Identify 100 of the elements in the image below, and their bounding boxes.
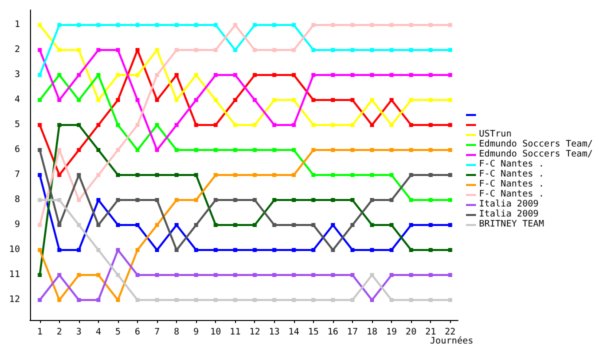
point xyxy=(428,148,433,152)
point xyxy=(330,98,335,102)
point xyxy=(428,23,433,27)
point xyxy=(370,123,374,127)
point xyxy=(96,98,100,102)
point xyxy=(272,298,276,302)
point xyxy=(350,173,354,177)
point xyxy=(38,298,42,302)
point xyxy=(390,73,394,77)
point xyxy=(428,223,433,227)
point xyxy=(330,23,335,27)
point xyxy=(390,248,394,252)
y-tick-label: 2 xyxy=(14,45,20,55)
point xyxy=(38,148,42,152)
point xyxy=(272,123,276,127)
point xyxy=(272,23,276,27)
point xyxy=(428,48,433,52)
point xyxy=(409,248,414,252)
point xyxy=(214,248,218,252)
point xyxy=(57,23,62,27)
point xyxy=(116,298,120,302)
point xyxy=(370,48,374,52)
point xyxy=(194,173,198,177)
y-tick-label: 5 xyxy=(14,120,20,130)
point xyxy=(370,98,374,102)
x-tick-label: 20 xyxy=(406,328,417,338)
point xyxy=(292,298,296,302)
point xyxy=(448,298,452,302)
point xyxy=(311,148,316,152)
point xyxy=(155,23,160,27)
point xyxy=(272,173,276,177)
point xyxy=(38,98,42,102)
x-tick-label: 16 xyxy=(328,328,338,338)
point xyxy=(135,273,140,277)
legend-label: F-C Nantes . xyxy=(479,160,544,170)
point xyxy=(428,273,433,277)
point xyxy=(252,198,257,202)
point xyxy=(370,198,374,202)
point xyxy=(330,223,335,227)
point xyxy=(57,48,62,52)
point xyxy=(448,98,452,102)
point xyxy=(174,73,179,77)
point xyxy=(116,48,120,52)
point xyxy=(214,48,218,52)
point xyxy=(292,223,296,227)
point xyxy=(448,23,452,27)
point xyxy=(252,223,257,227)
point xyxy=(214,223,218,227)
point xyxy=(155,48,160,52)
point xyxy=(390,198,394,202)
x-tick-label: 6 xyxy=(134,328,140,338)
legend-label: USTrun xyxy=(479,130,512,140)
x-tick-label: 4 xyxy=(96,328,102,338)
point xyxy=(233,248,238,252)
point xyxy=(233,73,238,77)
legend-label: Italia 2009 xyxy=(479,210,539,220)
point xyxy=(76,73,81,77)
point xyxy=(214,273,218,277)
y-tick-label: 8 xyxy=(14,195,20,205)
point xyxy=(272,223,276,227)
point xyxy=(350,248,354,252)
point xyxy=(38,23,42,27)
point xyxy=(370,273,374,277)
x-tick-label: 2 xyxy=(56,328,62,338)
point xyxy=(272,273,276,277)
point xyxy=(116,198,120,202)
point xyxy=(370,23,374,27)
point xyxy=(428,73,433,77)
point xyxy=(409,73,414,77)
point xyxy=(350,123,354,127)
point xyxy=(57,98,62,102)
point xyxy=(252,73,257,77)
x-tick-label: 3 xyxy=(76,328,82,338)
point xyxy=(409,48,414,52)
point xyxy=(350,48,354,52)
point xyxy=(428,173,433,177)
point xyxy=(370,173,374,177)
point xyxy=(214,98,218,102)
point xyxy=(252,123,257,127)
point xyxy=(116,98,120,102)
x-tick-label: 21 xyxy=(425,328,436,338)
point xyxy=(76,48,81,52)
point xyxy=(194,48,198,52)
point xyxy=(135,298,140,302)
point xyxy=(194,123,198,127)
point xyxy=(330,73,335,77)
point xyxy=(311,173,316,177)
point xyxy=(96,73,100,77)
point xyxy=(194,223,198,227)
point xyxy=(409,198,414,202)
point xyxy=(174,298,179,302)
x-tick-label: 17 xyxy=(347,328,358,338)
point xyxy=(252,173,257,177)
point xyxy=(174,23,179,27)
point xyxy=(116,148,120,152)
legend-label: Edmundo Soccers Team/ xyxy=(479,140,593,150)
point xyxy=(233,273,238,277)
point xyxy=(409,148,414,152)
point xyxy=(96,173,100,177)
point xyxy=(390,123,394,127)
